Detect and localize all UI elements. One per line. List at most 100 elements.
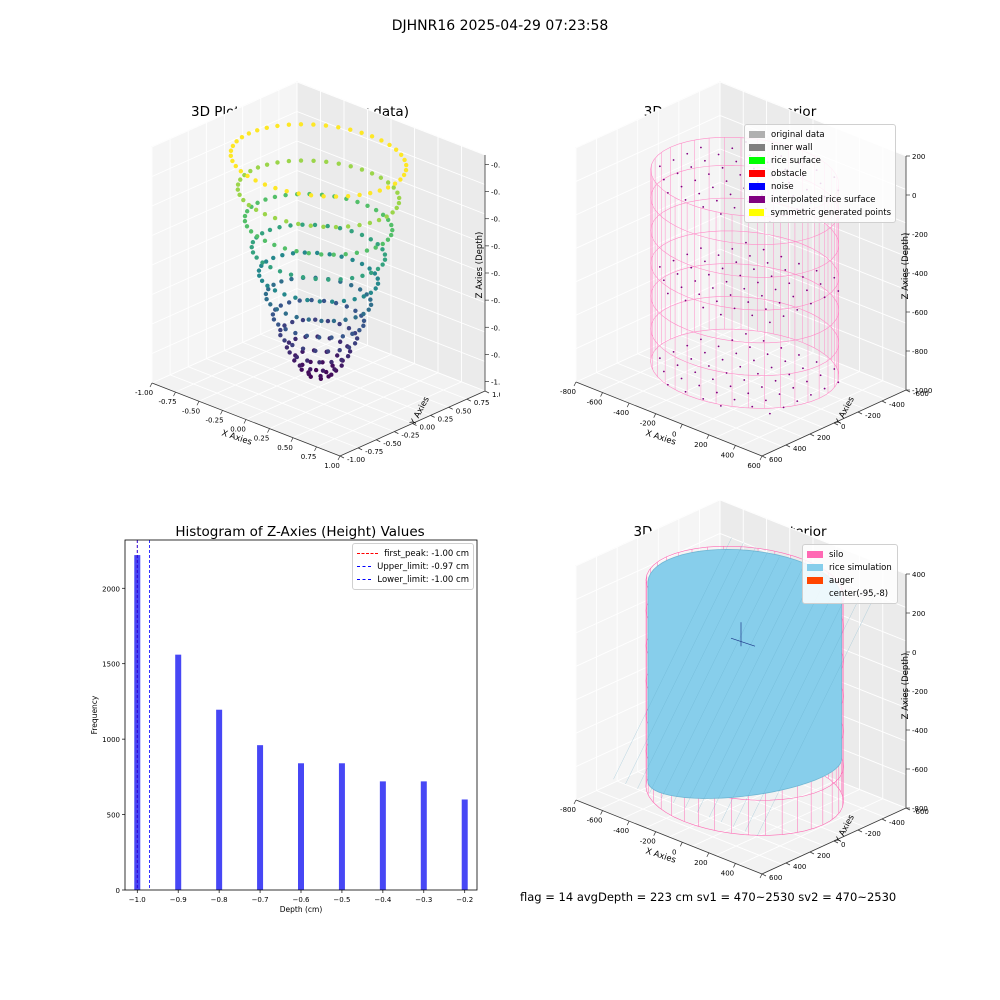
raw-grid-y-floor <box>206 358 395 433</box>
classify-point <box>802 367 804 370</box>
histogram-legend-item: first_peak: -1.00 cm <box>357 547 469 560</box>
histogram-x-tick-label: −0.3 <box>415 896 432 904</box>
classify-x-tick-label: 200 <box>694 441 707 449</box>
classify-point <box>782 315 785 318</box>
classify-point <box>708 365 710 367</box>
classify-point <box>719 213 722 215</box>
classify-point <box>810 302 812 305</box>
raw-scatter-point <box>297 363 302 368</box>
classify-point <box>774 288 777 291</box>
raw-scatter-point <box>271 255 276 261</box>
classify-point <box>782 406 785 409</box>
classify-legend-item: inner wall <box>749 141 891 154</box>
sim-rice-surface <box>613 537 876 837</box>
histogram-plot: −1.0 −0.9 −0.8 −0.7 −0.6 −0.5 −0.4 −0.3 −0.2 0 500… <box>90 539 478 914</box>
raw-z-tick-label: -0.5 <box>491 243 500 251</box>
raw-scatter-point <box>401 172 407 178</box>
raw-scatter-point <box>254 255 259 260</box>
histogram-legend: first_peak: -1.00 cm Upper_limit: -0.97 c… <box>352 543 474 590</box>
classify-point <box>684 299 687 302</box>
classify-point <box>761 294 763 297</box>
classify-grid-z-side <box>575 115 721 182</box>
classify-x-tick <box>706 434 710 440</box>
classify-grid-x-floor <box>692 361 837 429</box>
raw-scatter-point <box>276 322 281 327</box>
classify-point <box>837 290 840 292</box>
classify-point <box>735 160 738 163</box>
raw-y-tick-label: 0.00 <box>420 424 436 432</box>
classify-point <box>702 206 705 208</box>
raw-scatter-point <box>300 346 306 351</box>
histogram-bar <box>379 781 386 890</box>
classify-point <box>708 273 710 276</box>
classify-z-tick-label: -800 <box>912 348 928 356</box>
raw-scatter-point <box>346 326 352 331</box>
raw-y-tick <box>376 439 381 443</box>
histogram-x-axis-label: Depth (cm) <box>280 905 323 914</box>
raw-scatter-point <box>283 311 288 316</box>
classify-x-tick <box>653 413 657 418</box>
raw-scatter-point <box>248 229 254 234</box>
classify-grid-x-floor <box>738 380 883 448</box>
sim-grid-z-side <box>575 500 721 567</box>
raw-y-tick-label: -0.75 <box>365 448 383 456</box>
raw-scatter-point <box>360 273 365 279</box>
classify-grid-z-side <box>575 215 721 283</box>
raw-scatter-point <box>290 251 296 256</box>
raw-scatter-point <box>346 345 352 350</box>
legend-swatch <box>749 131 765 138</box>
classify-x-tick <box>626 402 630 408</box>
raw-scatter-point <box>375 241 380 247</box>
sim-x-tick-label: 0 <box>672 848 676 856</box>
raw-z-tick-label: -0.7 <box>491 297 500 305</box>
sim-mesh-line <box>661 556 780 799</box>
classify-grid-x-floor <box>715 371 860 438</box>
raw-scatter-point <box>368 237 373 242</box>
classify-point <box>717 153 720 156</box>
classify-z-tick-label: 0 <box>912 192 916 200</box>
bottom-info-text: flag = 14 avgDepth = 223 cm sv1 = 470~25… <box>520 890 897 904</box>
raw-scatter-point <box>390 210 395 215</box>
raw-scatter-point <box>271 282 276 288</box>
raw-scatter-point <box>325 349 331 354</box>
raw-scatter-point <box>343 251 348 257</box>
raw-scatter-point <box>336 125 341 130</box>
classify-point <box>719 313 722 316</box>
raw-scatter-point <box>361 323 366 328</box>
classify-x-tick-label: 600 <box>747 462 760 470</box>
classify-point <box>837 381 840 384</box>
simulation-legend: silo rice simulation auger center(-95,-8) <box>802 544 898 604</box>
classify-plot: -800 -600 -400 -200 0 200 400 600 600 400 200 0 -200… <box>560 81 932 470</box>
classify-grid-y-floor <box>637 353 824 429</box>
classify-point <box>780 255 783 258</box>
raw-scatter-point <box>313 348 318 354</box>
classify-legend-item: interpolated rice surface <box>749 193 891 206</box>
classify-point <box>666 383 669 386</box>
raw-scatter-point <box>272 242 277 248</box>
classify-point <box>733 206 736 209</box>
raw-scatter-point <box>306 371 312 377</box>
classify-point <box>739 274 742 277</box>
raw-scatter-point <box>278 333 283 338</box>
legend-label: Upper_limit: -0.97 cm <box>377 561 469 572</box>
classify-point <box>672 351 675 353</box>
legend-swatch <box>807 551 823 558</box>
legend-label: interpolated rice surface <box>771 194 876 205</box>
raw-scatter-point <box>256 268 262 273</box>
raw-scatter-point <box>263 291 269 297</box>
raw-scatter-point <box>337 226 343 231</box>
classify-point <box>704 159 706 162</box>
raw-scatter-point <box>230 158 235 164</box>
classify-point <box>700 146 702 149</box>
sim-x-tick-label: 400 <box>721 869 734 877</box>
classify-point <box>731 147 734 150</box>
histogram-bars <box>134 555 468 890</box>
classify-point <box>700 247 702 250</box>
classify-x-tick-label: -200 <box>640 420 656 428</box>
raw-y-tick-label: 0.75 <box>474 399 490 407</box>
legend-label: rice surface <box>771 155 821 166</box>
raw-scatter-point <box>368 270 374 275</box>
raw-scatter-point <box>286 122 292 127</box>
sim-x-tick <box>759 873 763 879</box>
sim-legend-item: center(-95,-8) <box>807 587 893 600</box>
